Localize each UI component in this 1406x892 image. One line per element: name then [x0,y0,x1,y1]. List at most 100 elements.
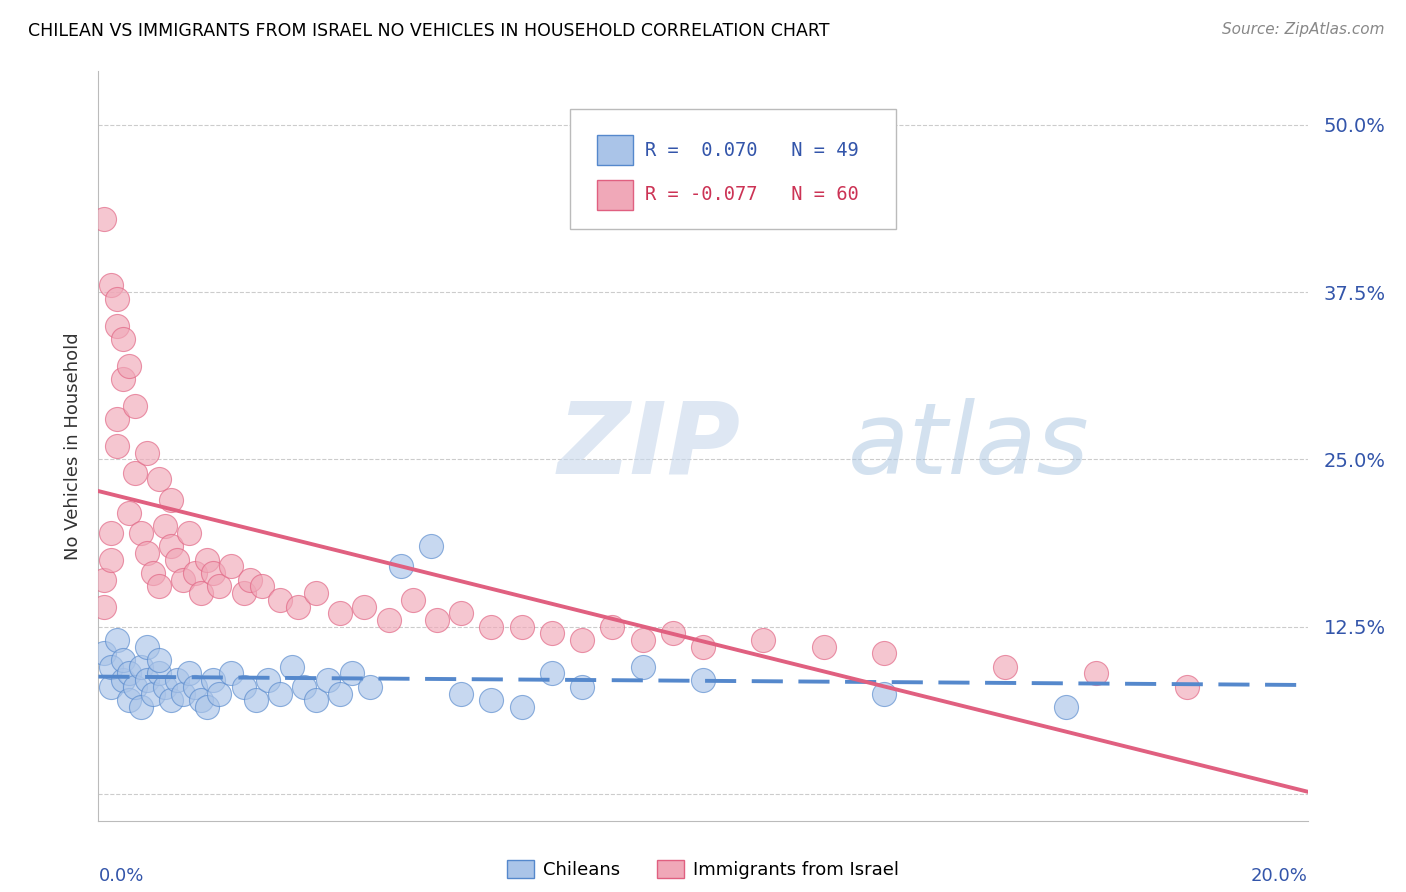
Point [124,466,146,480]
Point [994,660,1017,674]
Point [631,633,654,648]
Point [190,586,212,600]
Point [93,573,115,587]
Point [571,680,593,694]
Point [221,666,243,681]
Point [129,526,152,541]
Point [184,566,207,581]
Point [129,699,152,714]
FancyBboxPatch shape [596,180,633,210]
Point [100,278,122,293]
Point [142,566,165,581]
Point [208,687,231,701]
Point [1175,680,1198,694]
Point [873,687,896,701]
Point [752,633,775,648]
Point [111,673,134,688]
Point [250,580,273,594]
Point [148,653,170,667]
Point [142,687,165,701]
Point [100,660,122,674]
Point [111,653,134,667]
Point [329,687,352,701]
Point [1085,666,1108,681]
Point [221,559,243,574]
Point [129,660,152,674]
Point [118,693,141,707]
Point [105,633,128,648]
Point [232,680,254,694]
Point [166,673,188,688]
Point [540,666,562,681]
FancyBboxPatch shape [569,109,897,228]
Point [100,553,122,567]
Point [329,607,352,621]
Text: CHILEAN VS IMMIGRANTS FROM ISRAEL NO VEHICLES IN HOUSEHOLD CORRELATION CHART: CHILEAN VS IMMIGRANTS FROM ISRAEL NO VEH… [28,22,830,40]
Point [305,586,328,600]
Point [190,693,212,707]
Point [111,332,134,346]
Point [316,673,339,688]
Point [292,680,315,694]
Point [450,607,472,621]
Point [540,626,562,640]
Point [118,359,141,373]
Point [160,492,183,507]
Y-axis label: No Vehicles in Household: No Vehicles in Household [63,332,82,560]
Text: 20.0%: 20.0% [1251,867,1308,886]
Point [692,640,714,654]
Point [118,506,141,520]
Point [135,546,157,560]
Point [105,412,128,426]
Point [172,573,194,587]
Point [93,211,115,226]
Point [450,687,472,701]
Text: 0.0%: 0.0% [98,867,143,886]
Point [481,693,503,707]
Point [281,660,304,674]
Point [661,626,683,640]
Point [813,640,835,654]
Point [571,633,593,648]
Point [100,680,122,694]
Point [360,680,382,694]
Text: R = -0.077   N = 60: R = -0.077 N = 60 [645,186,859,204]
Point [160,693,183,707]
Point [124,399,146,413]
Point [377,613,399,627]
Point [1054,699,1077,714]
Point [389,559,412,574]
Point [135,673,157,688]
Point [135,446,157,460]
Point [202,673,225,688]
Point [124,680,146,694]
Point [426,613,449,627]
Point [148,580,170,594]
Point [602,620,624,634]
Point [166,553,188,567]
Point [631,660,654,674]
Text: Source: ZipAtlas.com: Source: ZipAtlas.com [1222,22,1385,37]
Point [135,640,157,654]
Text: ZIP: ZIP [558,398,741,494]
FancyBboxPatch shape [596,135,633,165]
Point [287,599,309,614]
Point [100,526,122,541]
Text: R =  0.070   N = 49: R = 0.070 N = 49 [645,141,859,160]
Point [873,646,896,660]
Point [179,666,201,681]
Point [510,620,533,634]
Text: atlas: atlas [848,398,1090,494]
Point [153,519,176,533]
Point [105,318,128,333]
Point [245,693,267,707]
Point [239,573,262,587]
Point [202,566,225,581]
Point [269,687,291,701]
Point [208,580,231,594]
Point [232,586,254,600]
Point [256,673,278,688]
Point [481,620,503,634]
Legend: Chileans, Immigrants from Israel: Chileans, Immigrants from Israel [501,853,905,887]
Point [179,526,201,541]
